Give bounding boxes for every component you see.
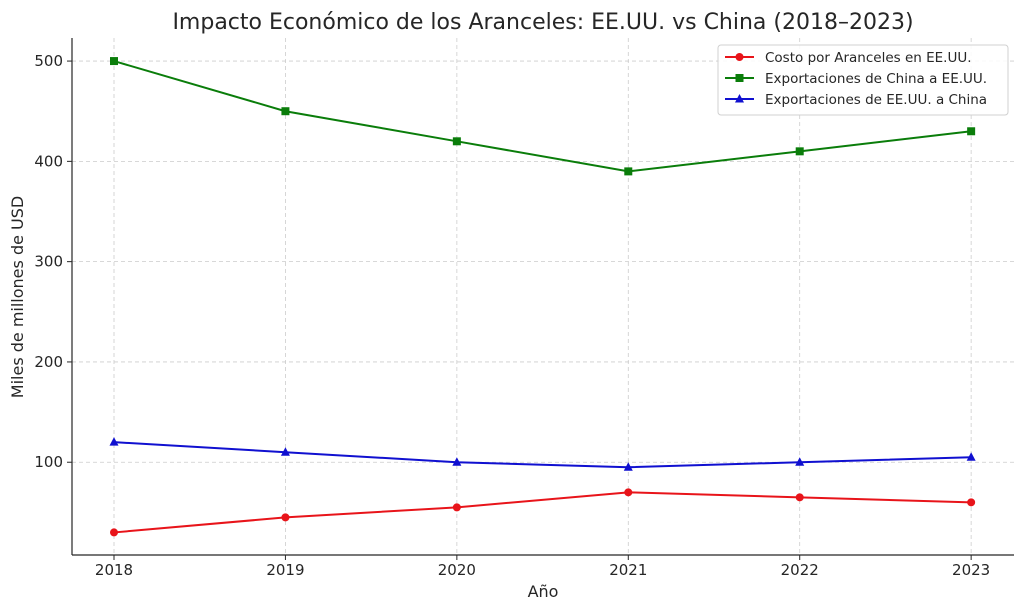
data-point: [452, 457, 462, 466]
legend-label: Costo por Aranceles en EE.UU.: [765, 50, 972, 66]
data-point: [280, 447, 290, 456]
y-axis-label: Miles de millones de USD: [8, 196, 27, 398]
axes: 2018 2019 2020 2021 2022 2023 100 200 300 400 500: [34, 38, 1014, 579]
legend-label: Exportaciones de China a EE.UU.: [765, 71, 987, 87]
series-line: [113, 60, 972, 173]
data-point: [967, 498, 976, 507]
series-circle: [110, 488, 976, 537]
x-tick-label: 2018: [95, 561, 133, 579]
data-point: [624, 167, 633, 176]
x-tick-label: 2023: [952, 561, 990, 579]
data-point: [624, 488, 633, 497]
data-point: [110, 528, 118, 537]
legend-label: Exportaciones de EE.UU. a China: [765, 92, 987, 108]
data-point: [452, 137, 461, 146]
data-point: [281, 107, 290, 116]
chart-title: Impacto Económico de los Aranceles: EE.U…: [172, 10, 913, 35]
x-axis-label: Año: [528, 582, 559, 601]
series-square: [110, 57, 976, 176]
legend-box: [717, 44, 1009, 116]
y-tick-label: 200: [34, 353, 63, 371]
legend-marker-circle-icon: [735, 53, 744, 61]
x-tick-label: 2022: [781, 561, 819, 579]
y-tick-label: 500: [34, 52, 63, 70]
legend-marker-triangle-icon: [735, 94, 744, 103]
data-point: [966, 452, 976, 461]
grid: [72, 38, 1014, 555]
data-point: [795, 493, 804, 502]
series-group: [109, 57, 976, 537]
data-point: [795, 457, 805, 466]
legend-marker-square-icon: [735, 74, 744, 82]
data-point: [967, 127, 976, 136]
data-point: [795, 147, 804, 156]
x-tick-label: 2019: [266, 561, 304, 579]
legend: Costo por Aranceles en EE.UU. Exportacion…: [717, 44, 1009, 116]
data-point: [452, 503, 461, 512]
y-tick-label: 400: [34, 152, 63, 170]
series-triangle: [109, 437, 976, 471]
y-tick-label: 300: [34, 253, 63, 271]
x-tick-label: 2020: [438, 561, 476, 579]
series-line: [113, 441, 972, 469]
y-tick-label: 100: [34, 453, 63, 471]
data-point: [110, 57, 118, 66]
data-point: [109, 437, 119, 446]
data-point: [623, 462, 633, 471]
x-tick-label: 2021: [609, 561, 647, 579]
series-line: [113, 491, 972, 534]
data-point: [281, 513, 290, 522]
